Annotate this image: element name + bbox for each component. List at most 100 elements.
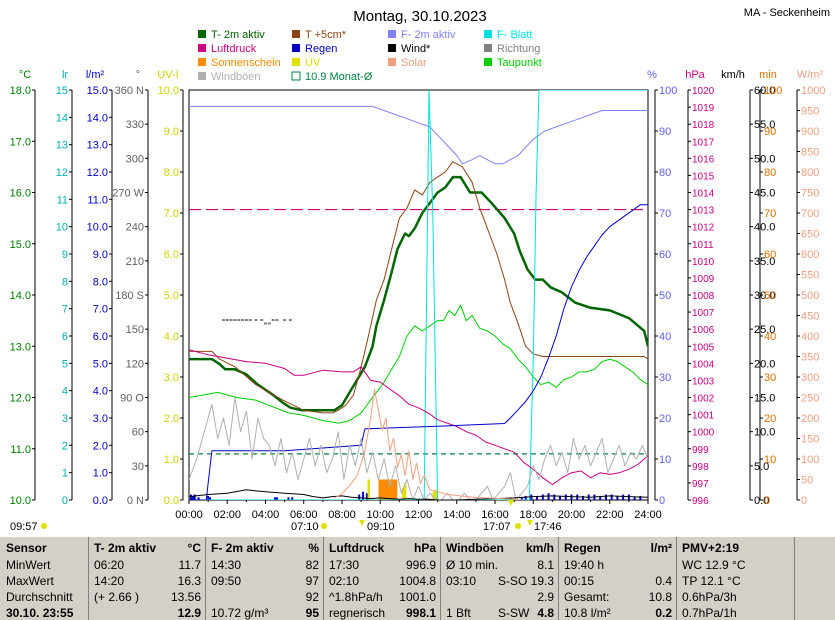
left-tick-label-3-6: 180 S [115, 290, 144, 302]
uv-max-time: 09:10 [367, 521, 395, 533]
stats-cell-value: 1001.0 [399, 590, 436, 604]
right-tick-label-1-0: 1020 [692, 86, 715, 97]
left-tick-label-1-8: 7 [62, 304, 68, 316]
stats-cell-label: 14:20 [94, 574, 125, 588]
right-tick-label-2-1: 55.0 [754, 119, 775, 131]
right-axis-unit-0: % [647, 69, 657, 81]
rain-bar-22 [564, 494, 567, 500]
direction-point-6 [244, 319, 248, 322]
left-tick-label-0-8: 10.0 [10, 495, 31, 507]
left-tick-label-2-1: 14.0 [87, 112, 108, 124]
left-tick-label-3-5: 210 [126, 256, 144, 268]
stats-cell-label: (+ 2.66 ) [94, 590, 140, 604]
right-tick-label-1-16: 1004 [692, 359, 715, 370]
stats-cell-value: 1004.8 [399, 574, 436, 588]
legend-label-11: Taupunkt [497, 57, 542, 69]
right-tick-label-4-6: 700 [801, 208, 819, 220]
sunrise-icon [321, 523, 327, 529]
direction-point-4 [237, 319, 241, 322]
stats-cell: 0.7hPa/1h [682, 606, 737, 620]
stats-cell-label: 19:40 h [564, 558, 605, 572]
direction-point-5 [241, 319, 245, 322]
rain-bar-35 [639, 495, 642, 500]
stats-row-4-3: regnerisch 998.1 [329, 605, 436, 620]
right-tick-label-3-6: 40 [764, 331, 776, 343]
left-tick-label-2-13: 2.0 [93, 440, 108, 452]
left-tick-label-0-7: 11.0 [10, 444, 31, 456]
right-tick-label-3-3: 70 [764, 208, 776, 220]
stats-cell-value: 97 [305, 574, 319, 588]
right-tick-label-4-16: 200 [801, 413, 819, 425]
left-tick-label-2-7: 8.0 [93, 276, 108, 288]
x-tick-label-11: 22:00 [596, 509, 624, 521]
right-tick-label-1-21: 999 [692, 445, 709, 456]
right-tick-label-3-1: 90 [764, 126, 776, 138]
rain-bar-16 [530, 494, 533, 500]
right-tick-label-2-12: 0.0 [754, 495, 769, 507]
left-tick-label-4-7: 3.0 [164, 372, 179, 384]
rain-bar-5 [209, 497, 212, 500]
right-tick-label-3-0: 100 [764, 85, 782, 97]
stats-cell-direction: S-SW [498, 606, 530, 620]
legend-label-6: Wind* [401, 43, 431, 55]
right-tick-label-2-11: 5.0 [754, 461, 769, 473]
right-tick-label-0-9: 10 [659, 454, 671, 466]
legend-swatch-3 [484, 30, 492, 38]
legend-swatch-5 [292, 44, 300, 52]
right-tick-label-1-4: 1016 [692, 154, 715, 165]
solar-end-time: 17:46 [534, 521, 562, 533]
series-line-6 [189, 204, 648, 500]
right-tick-label-4-18: 100 [801, 454, 819, 466]
stats-header-unit: °C [187, 541, 201, 555]
x-tick-label-4: 08:00 [328, 509, 356, 521]
rain-bar-2 [193, 494, 196, 500]
direction-point-11 [267, 322, 271, 325]
stats-row-2-1: 14:20 16.3 [94, 573, 201, 589]
uv-bar-3 [432, 491, 436, 500]
stats-cell-label: 00:15 [564, 574, 595, 588]
sunshine-bar-3 [384, 479, 388, 500]
left-tick-label-3-9: 90 O [120, 393, 144, 405]
stats-column-7: PMV+2:19 WC 12.9 °C TP 12.1 °C 0.6hPa/3h 0.7… [676, 537, 795, 620]
rain-bar-33 [627, 494, 630, 500]
left-tick-label-2-15: 0.0 [93, 495, 108, 507]
stats-cell-label: regnerisch [329, 606, 386, 620]
left-tick-label-4-10: 0.0 [164, 495, 179, 507]
right-tick-label-0-8: 20 [659, 413, 671, 425]
x-tick-label-7: 14:00 [443, 509, 471, 521]
right-tick-label-3-8: 20 [764, 413, 776, 425]
stats-row-3-0: 14:30 82 [211, 557, 319, 573]
rain-bar-34 [633, 497, 636, 500]
stats-header-label: Luftdruck [329, 541, 385, 555]
stats-cell-value: 16.3 [177, 574, 201, 588]
rain-bar-4 [207, 495, 210, 500]
legend-swatch-6 [388, 44, 396, 52]
right-tick-label-1-6: 1014 [692, 189, 715, 200]
left-tick-label-4-6: 4.0 [164, 331, 179, 343]
left-tick-label-3-3: 270 W [112, 188, 144, 200]
stats-cell: MaxWert [6, 574, 54, 588]
left-tick-label-1-11: 4 [62, 386, 68, 398]
left-tick-label-1-15: 0 [62, 495, 68, 507]
direction-point-7 [248, 319, 252, 322]
left-tick-label-1-14: 1 [62, 468, 68, 480]
rain-bar-10 [358, 494, 361, 500]
rain-bar-15 [524, 495, 527, 500]
right-tick-label-3-9: 10 [764, 454, 776, 466]
right-tick-label-1-18: 1002 [692, 394, 715, 405]
legend-label-1: T +5cm* [305, 29, 347, 41]
sunset-icon [515, 523, 521, 529]
stats-row-3-3: 10.72 g/m³ 95 [211, 605, 319, 620]
stats-cell: MinWert [6, 558, 51, 572]
left-tick-label-4-1: 9.0 [164, 126, 179, 138]
stats-header-unit: km/h [525, 541, 554, 555]
sunset-time: 17:07 [483, 521, 511, 533]
legend-label-0: T- 2m aktiv [211, 29, 265, 41]
left-tick-label-2-10: 5.0 [93, 358, 108, 370]
left-tick-label-0-4: 14.0 [10, 290, 31, 302]
weather-chart: Montag, 30.10.2023 MA - Seckenheim T- 2m… [10, 7, 830, 533]
series-line-4 [189, 90, 648, 500]
right-tick-label-2-8: 20.0 [754, 358, 775, 370]
right-tick-label-1-20: 1000 [692, 428, 715, 439]
right-tick-label-1-17: 1003 [692, 376, 715, 387]
